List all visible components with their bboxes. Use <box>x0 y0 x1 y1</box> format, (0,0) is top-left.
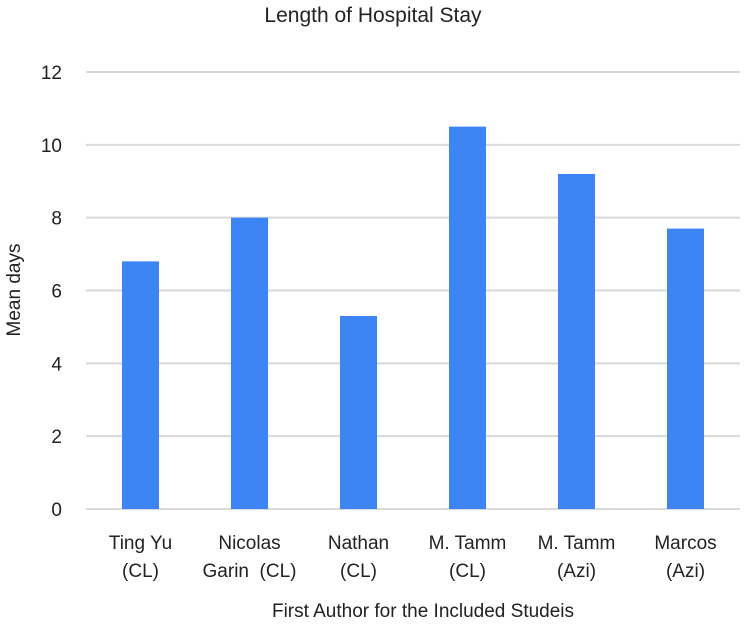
gridlines <box>86 71 740 510</box>
y-tick-label: 6 <box>51 282 62 303</box>
x-category-label: Nathan <box>328 533 389 554</box>
x-category-label: Garin (CL) <box>203 561 297 582</box>
x-category-label: (CL) <box>340 561 377 582</box>
x-category-label: M. Tamm <box>538 533 616 554</box>
x-category-label: Nicolas <box>218 533 280 554</box>
chart-title: Length of Hospital Stay <box>264 4 482 27</box>
y-tick-label: 0 <box>51 500 62 521</box>
x-axis-title: First Author for the Included Studeis <box>272 601 574 622</box>
y-axis-ticks: 0 2 4 6 8 10 12 <box>41 63 63 521</box>
y-tick-label: 4 <box>51 354 62 375</box>
bars <box>122 126 704 509</box>
bar <box>667 228 704 509</box>
x-category-label: (Azi) <box>666 561 705 582</box>
bar <box>449 126 486 509</box>
y-tick-label: 8 <box>51 209 62 230</box>
y-tick-label: 10 <box>41 136 62 157</box>
y-tick-label: 12 <box>41 63 62 84</box>
x-category-label: Marcos <box>654 533 716 554</box>
y-tick-label: 2 <box>51 427 62 448</box>
bar <box>231 217 268 509</box>
bar <box>122 261 159 509</box>
x-axis-categories: Ting Yu (CL) Nicolas Garin (CL) Nathan (CL) M.… <box>109 533 717 582</box>
x-category-label: Ting Yu <box>109 533 172 554</box>
x-category-label: (Azi) <box>557 561 596 582</box>
x-category-label: (CL) <box>449 561 486 582</box>
bar <box>558 173 595 509</box>
x-category-label: M. Tamm <box>429 533 507 554</box>
bar <box>340 315 377 509</box>
y-axis-title: Mean days <box>4 244 25 337</box>
x-category-label: (CL) <box>122 561 159 582</box>
